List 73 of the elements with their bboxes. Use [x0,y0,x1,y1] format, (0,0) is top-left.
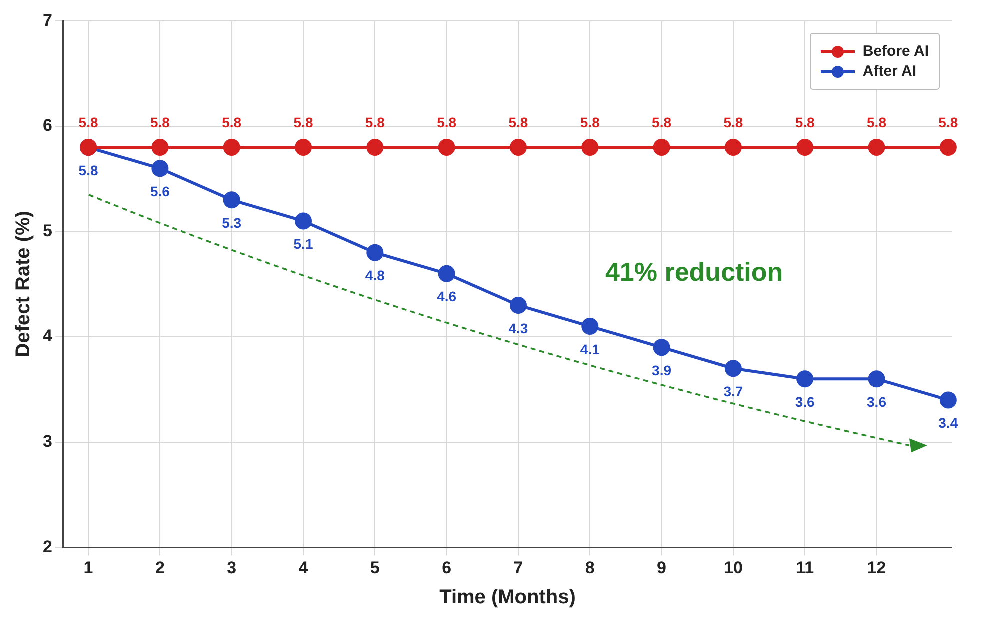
data-label: 4.8 [365,268,386,284]
point [868,139,886,156]
data-label: 5.8 [294,114,314,130]
x-tick-label: 5 [370,558,380,578]
point [223,139,240,156]
data-label: 4.3 [508,320,528,336]
x-tick-label: 11 [796,558,814,578]
point [510,296,527,314]
data-label: 5.8 [580,114,600,130]
y-tick-label: 2 [42,537,52,556]
x-tick-label: 12 [867,558,886,578]
data-label: 5.8 [365,114,386,130]
x-tick-label: 1 [84,558,94,578]
point [868,370,886,388]
x-tick-label: 3 [227,558,237,578]
point [653,139,670,156]
point [724,360,742,378]
data-label: 5.6 [150,183,170,200]
point [796,139,814,156]
y-axis-title: Defect Rate (%) [12,211,35,358]
data-label: 5.8 [437,114,457,130]
x-tick-label: 10 [724,558,743,578]
data-label: 4.6 [437,288,457,305]
x-tick-label: 2 [155,558,165,578]
x-axis-title: Time (Months) [440,586,576,609]
data-label: 5.8 [795,114,816,130]
legend-label: Before AI [862,43,929,60]
point [438,265,456,282]
point [724,139,742,156]
point [152,160,169,178]
y-tick-label: 3 [42,432,52,452]
point [366,244,384,262]
y-tick-label: 4 [42,326,53,346]
point [295,139,312,156]
data-label: 3.4 [938,415,958,432]
x-tick-label: 8 [585,558,595,578]
point [653,339,670,356]
data-label: 3.7 [724,383,744,400]
data-label: 5.8 [724,114,744,130]
annotation: 41% reduction [605,257,784,288]
x-tick-label: 4 [298,558,309,578]
point [223,192,240,209]
data-label: 5.8 [78,162,98,178]
point [582,318,599,336]
point [582,139,599,156]
data-label: 3.6 [795,394,816,410]
y-tick-label: 6 [42,116,52,136]
data-label: 5.8 [150,114,170,130]
data-label: 3.9 [652,362,672,378]
data-label: 5.1 [294,236,314,252]
y-tick-label: 5 [42,221,52,240]
data-label: 5.8 [867,114,887,130]
x-tick-label: 9 [657,558,667,578]
legend-label: After AI [862,63,916,80]
point [295,212,312,230]
data-label: 4.1 [580,341,600,358]
data-label: 5.3 [222,215,242,232]
data-label: 3.6 [867,394,887,410]
point [940,392,957,409]
x-tick-label: 6 [442,558,452,578]
point [940,139,957,156]
point [796,370,814,388]
data-label: 5.8 [652,114,672,130]
data-label: 5.8 [508,114,528,130]
point [438,139,456,156]
data-label: 5.8 [222,114,242,130]
data-label: 5.8 [938,114,958,130]
point [366,139,384,156]
x-tick-label: 7 [514,558,524,578]
point [510,139,527,156]
data-label: 5.8 [78,114,98,130]
y-tick-label: 7 [42,10,52,30]
point [152,139,169,156]
